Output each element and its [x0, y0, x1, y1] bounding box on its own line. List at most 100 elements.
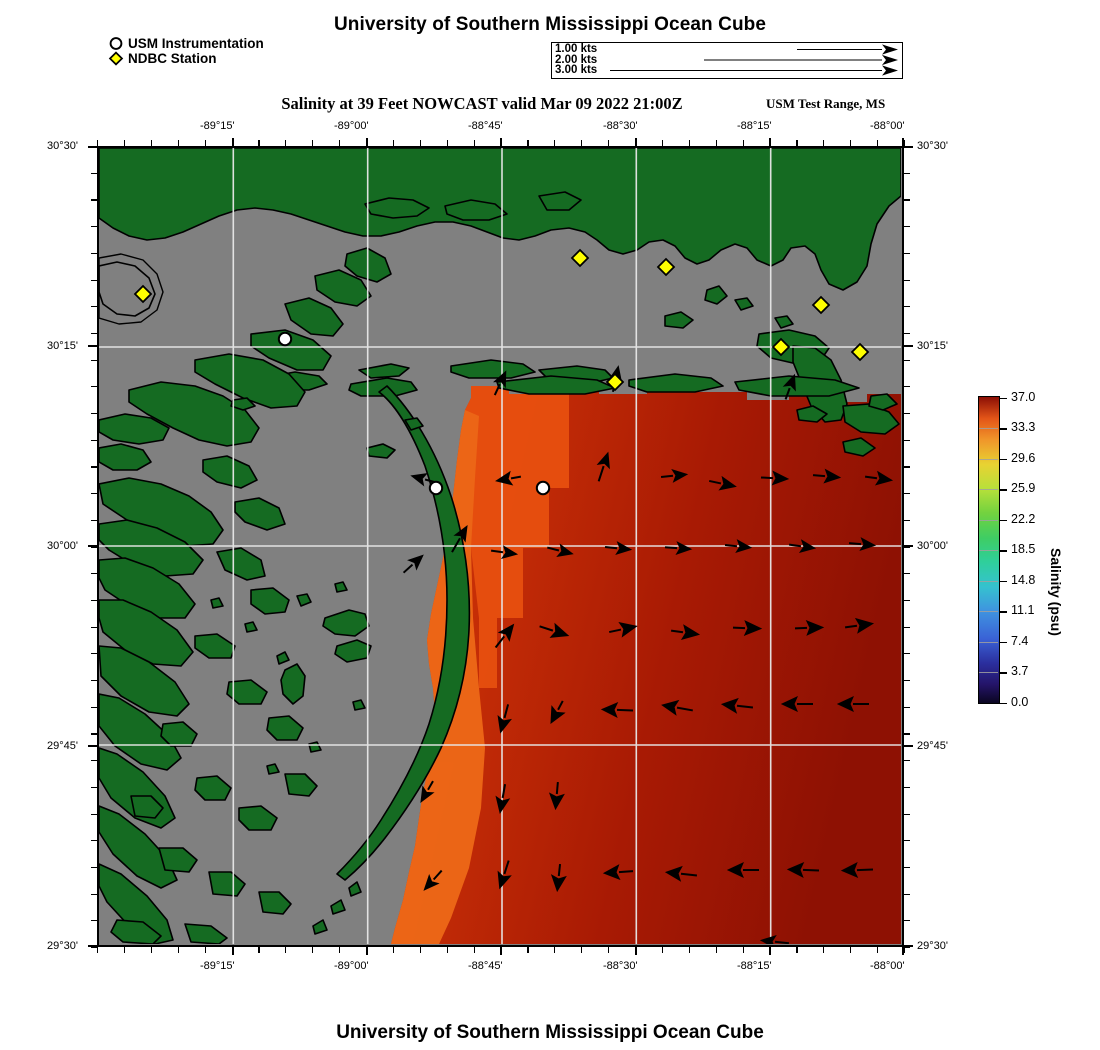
colorbar-tick: [1000, 672, 1007, 674]
colorbar-tick: [1000, 519, 1007, 521]
y-axis-label-right: 29°45': [917, 740, 948, 752]
axis-minor-tick: [904, 386, 910, 388]
axis-minor-tick: [688, 947, 690, 953]
land-barrier-2: [450, 359, 536, 379]
axis-minor-tick: [715, 947, 717, 953]
colorbar-inner-divider: [979, 489, 998, 491]
axis-tick: [88, 745, 97, 747]
axis-minor-tick: [904, 413, 910, 415]
map-plot-area[interactable]: [97, 146, 904, 947]
axis-minor-tick: [904, 332, 910, 335]
axis-minor-tick: [904, 466, 910, 468]
axis-minor-tick: [527, 947, 529, 953]
ndbc-station-marker: [771, 337, 791, 357]
axis-tick: [88, 146, 97, 148]
axis-tick: [366, 946, 368, 955]
axis-minor-tick: [904, 439, 910, 441]
land-horn-island: [496, 375, 616, 395]
ndbc-station-marker: [570, 248, 590, 268]
axis-tick: [88, 345, 97, 347]
colorbar-axis-title: Salinity (psu): [1048, 548, 1064, 636]
y-axis-label-left: 29°45': [47, 740, 78, 752]
land-islets: [210, 397, 424, 775]
land-lake-rim: [99, 253, 164, 325]
axis-minor-tick: [904, 680, 910, 682]
axis-minor-tick: [742, 947, 744, 953]
colorbar-tick-label: 11.1: [1011, 603, 1035, 617]
current-vectors: [402, 365, 894, 944]
usm-instrument-marker: [535, 480, 551, 496]
axis-minor-tick: [904, 599, 910, 602]
axis-minor-tick: [823, 947, 825, 953]
axis-tick: [88, 545, 97, 547]
axis-minor-tick: [904, 813, 910, 815]
colorbar-tick: [1000, 580, 1007, 582]
axis-minor-tick: [796, 947, 798, 953]
velocity-scale-label-3kt: 3.00 kts: [555, 64, 598, 76]
axis-minor-tick: [904, 947, 910, 949]
axis-minor-tick: [97, 947, 99, 953]
usm-instrument-marker: [428, 480, 444, 496]
land-polygons: [99, 148, 901, 944]
axis-minor-tick: [877, 947, 879, 953]
colorbar-tick-label: 3.7: [1011, 664, 1029, 678]
colorbar-tick-label: 14.8: [1011, 572, 1036, 587]
x-axis-label-top: -88°15': [737, 120, 772, 132]
ndbc-station-marker: [811, 295, 831, 315]
colorbar-tick: [1000, 611, 1007, 613]
colorbar-tick: [1000, 641, 1007, 643]
x-axis-label-bottom: -89°15': [200, 960, 235, 972]
map-canvas: [99, 148, 901, 944]
axis-minor-tick: [904, 146, 910, 148]
axis-minor-tick: [554, 947, 556, 953]
axis-tick: [635, 946, 637, 955]
axis-tick: [904, 345, 913, 347]
salinity-field: [391, 384, 901, 944]
axis-minor-tick: [204, 947, 206, 953]
colorbar-inner-divider: [979, 428, 998, 430]
velocity-scale-legend: 1.00 kts 2.00 kts 3.00 kts: [551, 42, 903, 79]
land-chandeleur-arc: [336, 385, 471, 881]
x-axis-label-top: -88°30': [603, 120, 638, 132]
legend-label-ndbc-station: NDBC Station: [128, 51, 217, 66]
y-axis-label-left: 29°30': [47, 940, 78, 952]
x-axis-label-bottom: -88°15': [737, 960, 772, 972]
axis-minor-tick: [904, 279, 910, 281]
land-petit-bois: [628, 373, 724, 393]
axis-tick: [904, 545, 913, 547]
colorbar-inner-divider: [979, 580, 998, 582]
axis-minor-tick: [904, 172, 910, 174]
circle-marker-icon: [108, 36, 124, 51]
y-axis-label-left: 30°00': [47, 540, 78, 552]
land-dauphin-west: [734, 375, 860, 397]
axis-minor-tick: [231, 947, 233, 953]
y-axis-label-left: 30°15': [47, 340, 78, 352]
axis-minor-tick: [123, 947, 126, 953]
axis-minor-tick: [904, 199, 910, 201]
x-axis-label-top: -88°00': [870, 120, 905, 132]
legend-label-usm-instrumentation: USM Instrumentation: [128, 36, 264, 51]
colorbar-tick-label: 25.9: [1011, 481, 1036, 495]
page-title: University of Southern Mississippi Ocean…: [333, 14, 767, 35]
axis-minor-tick: [850, 947, 852, 953]
axis-minor-tick: [581, 947, 583, 953]
axis-minor-tick: [904, 706, 910, 708]
axis-minor-tick: [635, 947, 637, 953]
axis-minor-tick: [904, 519, 910, 521]
colorbar-inner-divider: [979, 611, 998, 613]
axis-tick: [500, 946, 502, 955]
axis-minor-tick: [608, 947, 610, 953]
axis-minor-tick: [904, 573, 910, 575]
colorbar-inner-divider: [979, 641, 998, 643]
y-axis-label-left: 30°30': [47, 140, 78, 152]
axis-minor-tick: [904, 866, 910, 869]
axis-tick: [88, 945, 97, 947]
usm-instrument-markers: [277, 331, 551, 496]
axis-minor-tick: [500, 947, 502, 953]
y-axis-label-right: 30°30': [917, 140, 948, 152]
colorbar-tick: [1000, 550, 1007, 552]
axis-minor-tick: [312, 947, 314, 953]
ndbc-station-marker: [850, 342, 870, 362]
colorbar-tick-label: 18.5: [1011, 542, 1036, 556]
land-eastern-islets: [664, 285, 898, 457]
